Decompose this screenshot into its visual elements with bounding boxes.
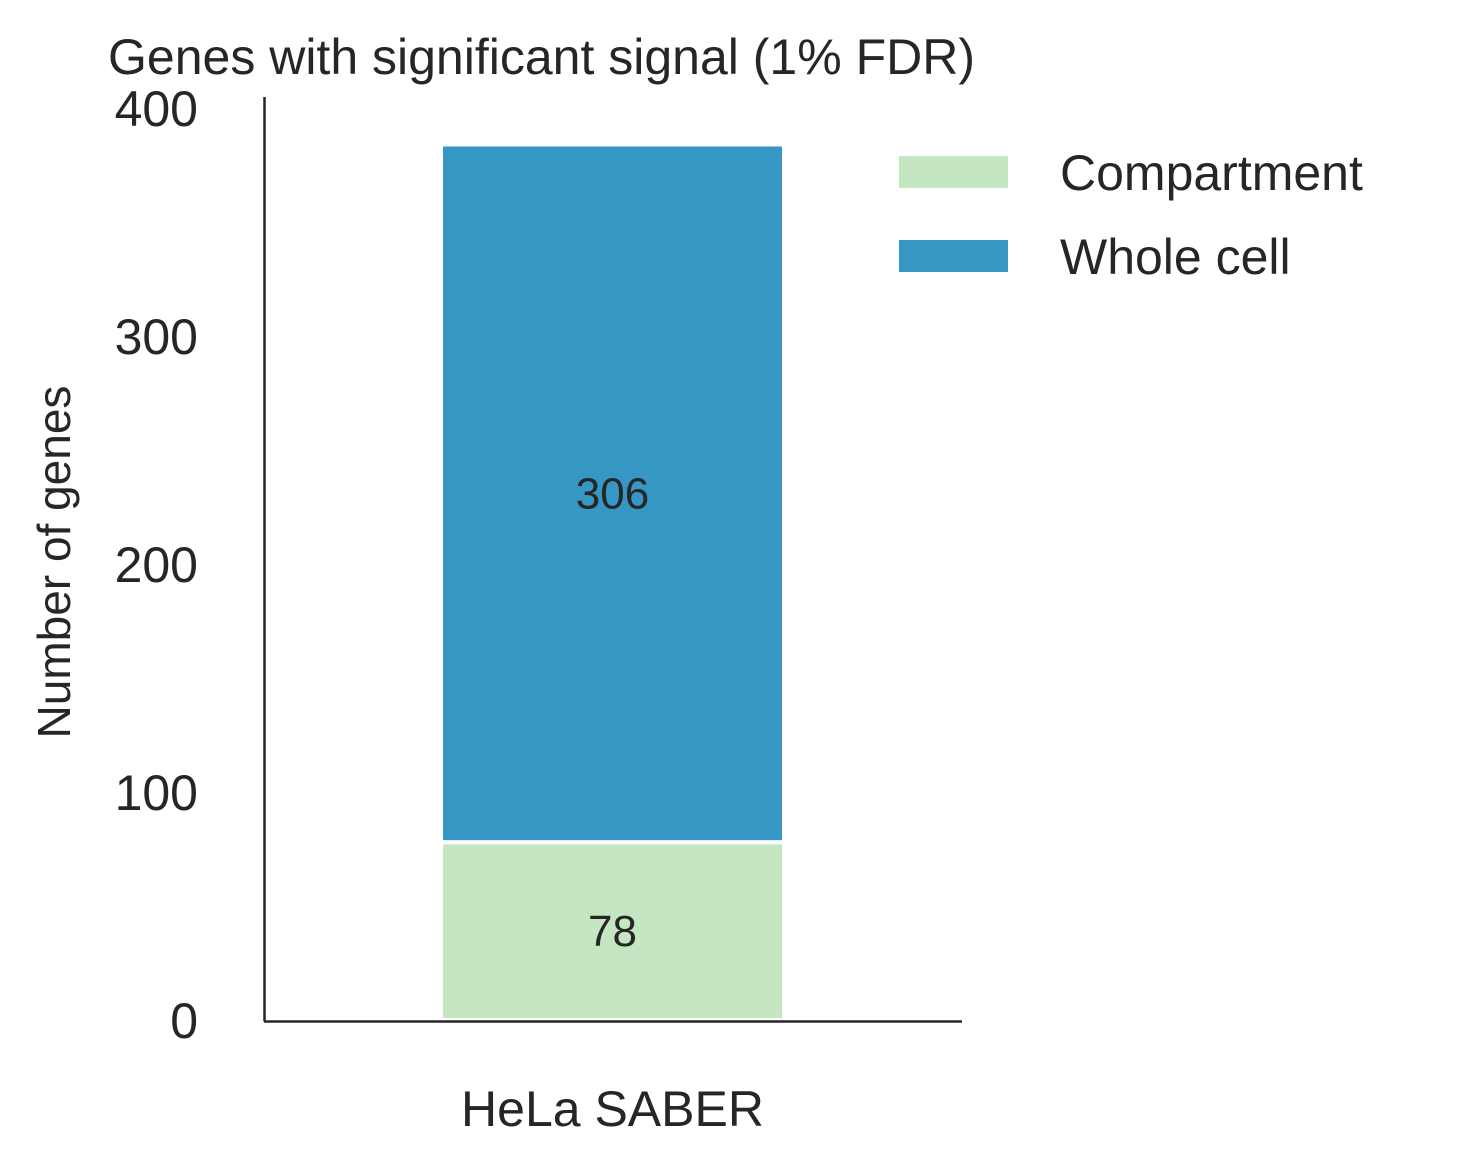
x-tick-label-hela-saber: HeLa SABER [461, 1081, 764, 1137]
bar-whole-cell-hela-saber [439, 142, 786, 845]
data-labels-layer: 78 306 [576, 469, 649, 956]
data-label-whole-cell: 306 [576, 469, 649, 518]
chart-title: Genes with significant signal (1% FDR) [108, 29, 975, 85]
data-label-compartment: 78 [588, 907, 637, 956]
y-ticks-layer: 0 100 200 300 400 [115, 81, 198, 1049]
legend-swatch-compartment [899, 156, 1008, 188]
legend: Compartment Whole cell [899, 145, 1363, 285]
legend-swatch-whole-cell [899, 240, 1008, 272]
y-tick-label-300: 300 [115, 309, 198, 365]
legend-label-whole-cell: Whole cell [1060, 229, 1291, 285]
y-tick-label-400: 400 [115, 81, 198, 137]
bar-compartment-hela-saber [439, 840, 786, 1022]
legend-label-compartment: Compartment [1060, 145, 1363, 201]
y-axis-label: Number of genes [28, 386, 80, 739]
x-ticks-layer: HeLa SABER [461, 1081, 764, 1137]
bars-layer [439, 142, 786, 1022]
y-tick-label-100: 100 [115, 765, 198, 821]
y-tick-label-0: 0 [170, 993, 198, 1049]
y-tick-label-200: 200 [115, 537, 198, 593]
